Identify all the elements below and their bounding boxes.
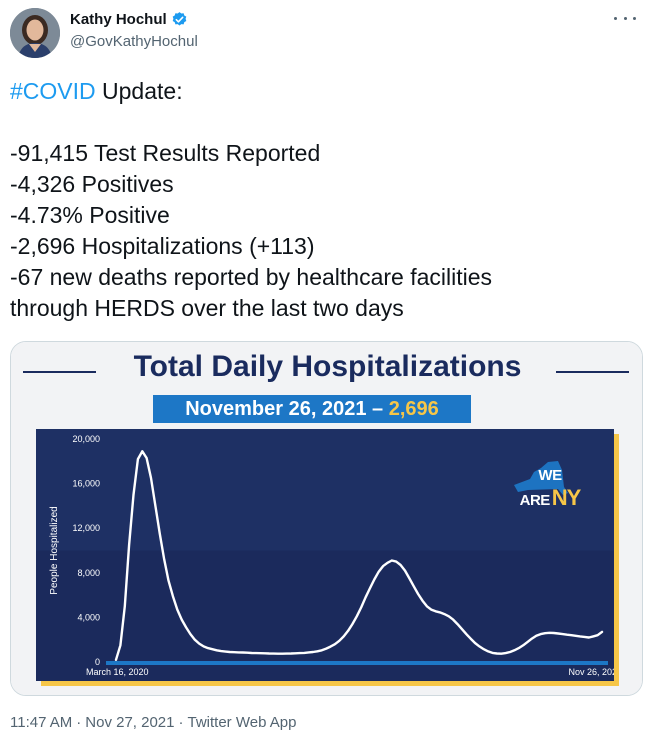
tweet-line: -4.73% Positive	[10, 202, 170, 228]
tweet-media-image[interactable]: Total Daily Hospitalizations November 26…	[10, 341, 643, 696]
tweet-line: through HERDS over the last two days	[10, 295, 404, 321]
date-value: 2,696	[388, 398, 439, 420]
headline-text: Update:	[95, 78, 183, 104]
y-axis-label: People Hospitalized	[49, 506, 60, 594]
more-options-icon[interactable]	[614, 10, 636, 26]
author-name[interactable]: Kathy Hochul	[70, 11, 167, 28]
y-tick-label: 12,000	[72, 523, 100, 533]
tweet-line: -2,696 Hospitalizations (+113)	[10, 233, 315, 259]
tweet-line: -91,415 Test Results Reported	[10, 140, 321, 166]
tweet-date[interactable]: Nov 27, 2021	[85, 714, 175, 731]
author-name-row: Kathy Hochul	[70, 11, 188, 28]
chart-area: 0 4,000 8,000 12,000 16,000 20,000 People Hosp…	[36, 429, 614, 681]
author-handle[interactable]: @GovKathyHochul	[70, 33, 198, 50]
footer-separator: ·	[76, 714, 82, 731]
tweet-line: -4,326 Positives	[10, 171, 174, 197]
y-tick-label: 16,000	[72, 479, 100, 489]
footer-separator: ·	[178, 714, 184, 731]
title-rule-right	[556, 371, 629, 373]
chart-title: Total Daily Hospitalizations	[133, 350, 522, 383]
tweet-text: #COVID Update: -91,415 Test Results Repo…	[10, 76, 635, 324]
tweet-source[interactable]: Twitter Web App	[187, 714, 297, 731]
date-label: November 26, 2021 –	[185, 398, 384, 420]
tweet-time[interactable]: 11:47 AM	[10, 714, 73, 731]
date-banner: November 26, 2021 – 2,696	[153, 395, 471, 423]
x-start-label: March 16, 2020	[86, 667, 149, 677]
y-tick-label: 4,000	[77, 612, 100, 622]
verified-badge-icon	[172, 12, 186, 26]
hospitalizations-infographic: Total Daily Hospitalizations November 26…	[11, 342, 642, 695]
line-chart: 0 4,000 8,000 12,000 16,000 20,000 People Hosp…	[36, 429, 614, 677]
tweet-header: Kathy Hochul @GovKathyHochul	[10, 8, 640, 58]
we-are-ny-logo: WE ARENY	[508, 459, 592, 510]
avatar-portrait-icon	[10, 8, 60, 58]
hashtag-link[interactable]: #COVID	[10, 78, 96, 104]
logo-ny-text: NY	[551, 485, 582, 510]
tweet-footer: 11:47 AM · Nov 27, 2021 · Twitter Web App	[10, 714, 296, 731]
y-tick-label: 20,000	[72, 434, 100, 444]
y-tick-label: 0	[95, 657, 100, 667]
new-york-state-icon	[514, 461, 568, 495]
tweet-headline: #COVID Update:	[10, 76, 635, 107]
tweet-line: -67 new deaths reported by healthcare fa…	[10, 264, 493, 290]
x-end-label: Nov 26, 2021	[568, 667, 614, 677]
logo-we-text: WE ARE	[519, 467, 562, 509]
y-tick-label: 8,000	[77, 568, 100, 578]
hospitalizations-line	[114, 450, 604, 661]
title-rule-left	[23, 371, 96, 373]
avatar[interactable]	[10, 8, 60, 58]
